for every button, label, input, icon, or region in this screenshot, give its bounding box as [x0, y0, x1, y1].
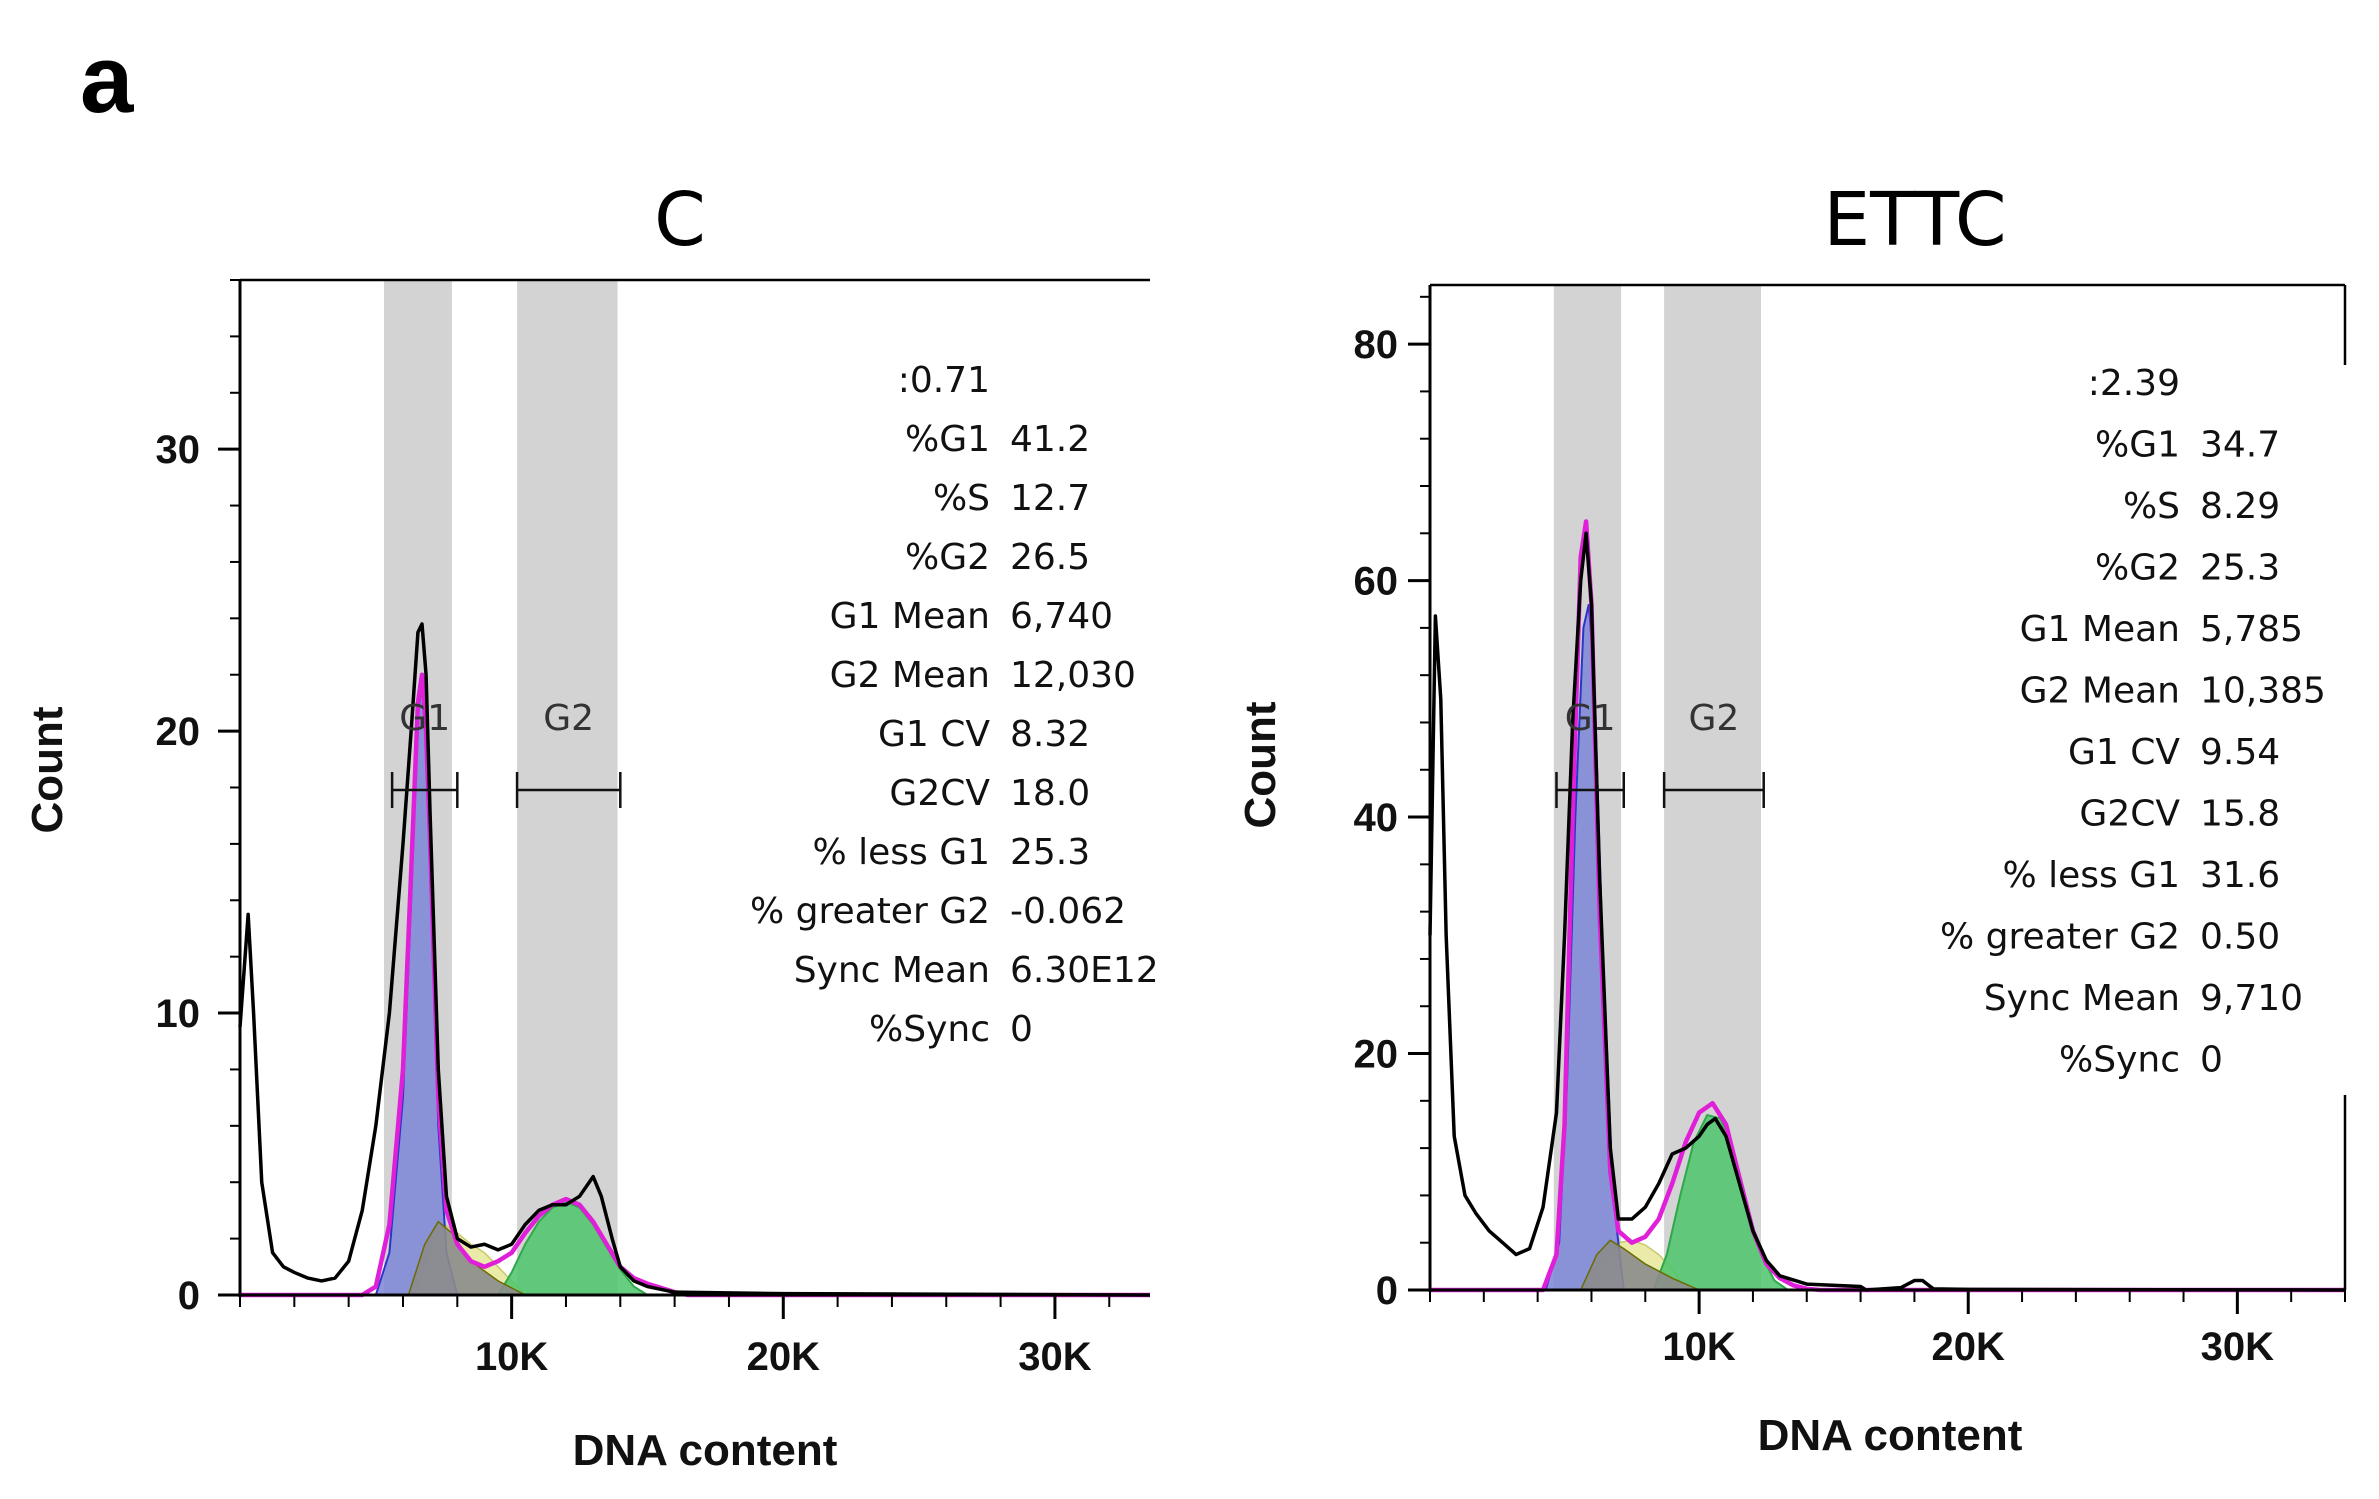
stat-label: G2CV: [2079, 794, 2180, 835]
stat-value: :0.71: [898, 360, 990, 401]
x-axis-title: DNA content: [1758, 1411, 2023, 1460]
y-tick-label: 30: [156, 428, 201, 472]
chart-panel-ettc: ETTC G1 G2 0 20 40 60 80 10K 20K 30K DNA content Cou…: [1236, 177, 2347, 1460]
gate-label-g2: G2: [543, 698, 594, 739]
stat-label: %G2: [905, 537, 990, 578]
stat-value: 10,385: [2200, 671, 2326, 712]
stat-label: G1 CV: [878, 714, 990, 755]
stat-label: %G1: [2095, 425, 2180, 466]
stat-label: % greater G2: [1940, 917, 2180, 958]
stat-value: 18.0: [1010, 773, 1090, 814]
stat-value: 8.32: [1010, 714, 1090, 755]
stat-value: 12,030: [1010, 655, 1136, 696]
stat-value: 31.6: [2200, 855, 2280, 896]
x-tick-label: 10K: [475, 1335, 548, 1379]
stat-value: 8.29: [2200, 486, 2280, 527]
x-tick-label: 20K: [1932, 1325, 2005, 1369]
stat-value: 12.7: [1010, 478, 1090, 519]
stat-label: Sync Mean: [794, 950, 990, 991]
stat-value: 15.8: [2200, 794, 2280, 835]
stat-value: 26.5: [1010, 537, 1090, 578]
y-axis-title: Count: [23, 706, 72, 833]
y-tick-label: 0: [178, 1274, 200, 1318]
stat-label: G2CV: [889, 773, 990, 814]
y-axis-title: Count: [1236, 701, 1285, 828]
stat-label: % greater G2: [750, 891, 990, 932]
x-tick-label: 20K: [747, 1335, 820, 1379]
debris-area: [1579, 1239, 1700, 1291]
stat-label: G2 Mean: [830, 655, 990, 696]
stat-value: 6.30E12: [1010, 950, 1159, 991]
y-tick-label: 80: [1354, 323, 1399, 367]
y-tick-label: 0: [1376, 1269, 1398, 1313]
x-tick-label: 10K: [1662, 1325, 1735, 1369]
stat-label: %Sync: [869, 1009, 990, 1050]
y-tick-label: 20: [156, 710, 201, 754]
y-tick-label: 10: [156, 992, 201, 1036]
histogram-line: [1428, 531, 2346, 1292]
gate-label-g1: G1: [399, 698, 450, 739]
stat-value: 9,710: [2200, 978, 2303, 1019]
stat-value: 0: [2200, 1040, 2223, 1081]
fit-line: [240, 672, 1150, 1298]
x-tick-label: 30K: [2201, 1325, 2274, 1369]
stat-value: :2.39: [2088, 363, 2180, 404]
histogram-line: [238, 622, 1151, 1297]
stat-label: %S: [2123, 486, 2180, 527]
stat-label: G1 CV: [2068, 732, 2180, 773]
stat-label: %G1: [905, 419, 990, 460]
chart-title: C: [654, 177, 706, 263]
stat-value: 41.2: [1010, 419, 1090, 460]
stat-value: 6,740: [1010, 596, 1113, 637]
stat-label: G2 Mean: [2020, 671, 2180, 712]
stat-label: %Sync: [2059, 1040, 2180, 1081]
stat-value: 0.50: [2200, 917, 2280, 958]
y-tick-label: 60: [1354, 560, 1399, 604]
stat-label: % less G1: [2002, 855, 2180, 896]
y-tick-label: 40: [1354, 796, 1399, 840]
x-tick-label: 30K: [1018, 1335, 1091, 1379]
stat-value: 0: [1010, 1009, 1033, 1050]
stat-value: 9.54: [2200, 732, 2280, 773]
y-tick-label: 20: [1354, 1033, 1399, 1077]
stat-label: % less G1: [812, 832, 990, 873]
chart-title: ETTC: [1823, 177, 2006, 263]
chart-panel-control: C G1 G2 0 10 20 30 10K 20K 30K DNA content Count :0.…: [23, 177, 1159, 1475]
fit-line: [1430, 519, 2345, 1293]
stat-value: -0.062: [1010, 891, 1126, 932]
stat-label: G1 Mean: [2020, 609, 2180, 650]
gate-band-g2: [517, 280, 618, 1295]
stat-label: %S: [933, 478, 990, 519]
stat-label: Sync Mean: [1984, 978, 2180, 1019]
stat-value: 34.7: [2200, 425, 2280, 466]
gate-label-g1: G1: [1565, 698, 1616, 739]
x-axis-title: DNA content: [573, 1426, 838, 1475]
stat-label: G1 Mean: [830, 596, 990, 637]
stat-value: 25.3: [1010, 832, 1090, 873]
stat-label: %G2: [2095, 548, 2180, 589]
panel-letter: a: [80, 26, 134, 133]
stat-value: 5,785: [2200, 609, 2303, 650]
stat-value: 25.3: [2200, 548, 2280, 589]
gate-label-g2: G2: [1689, 698, 1740, 739]
